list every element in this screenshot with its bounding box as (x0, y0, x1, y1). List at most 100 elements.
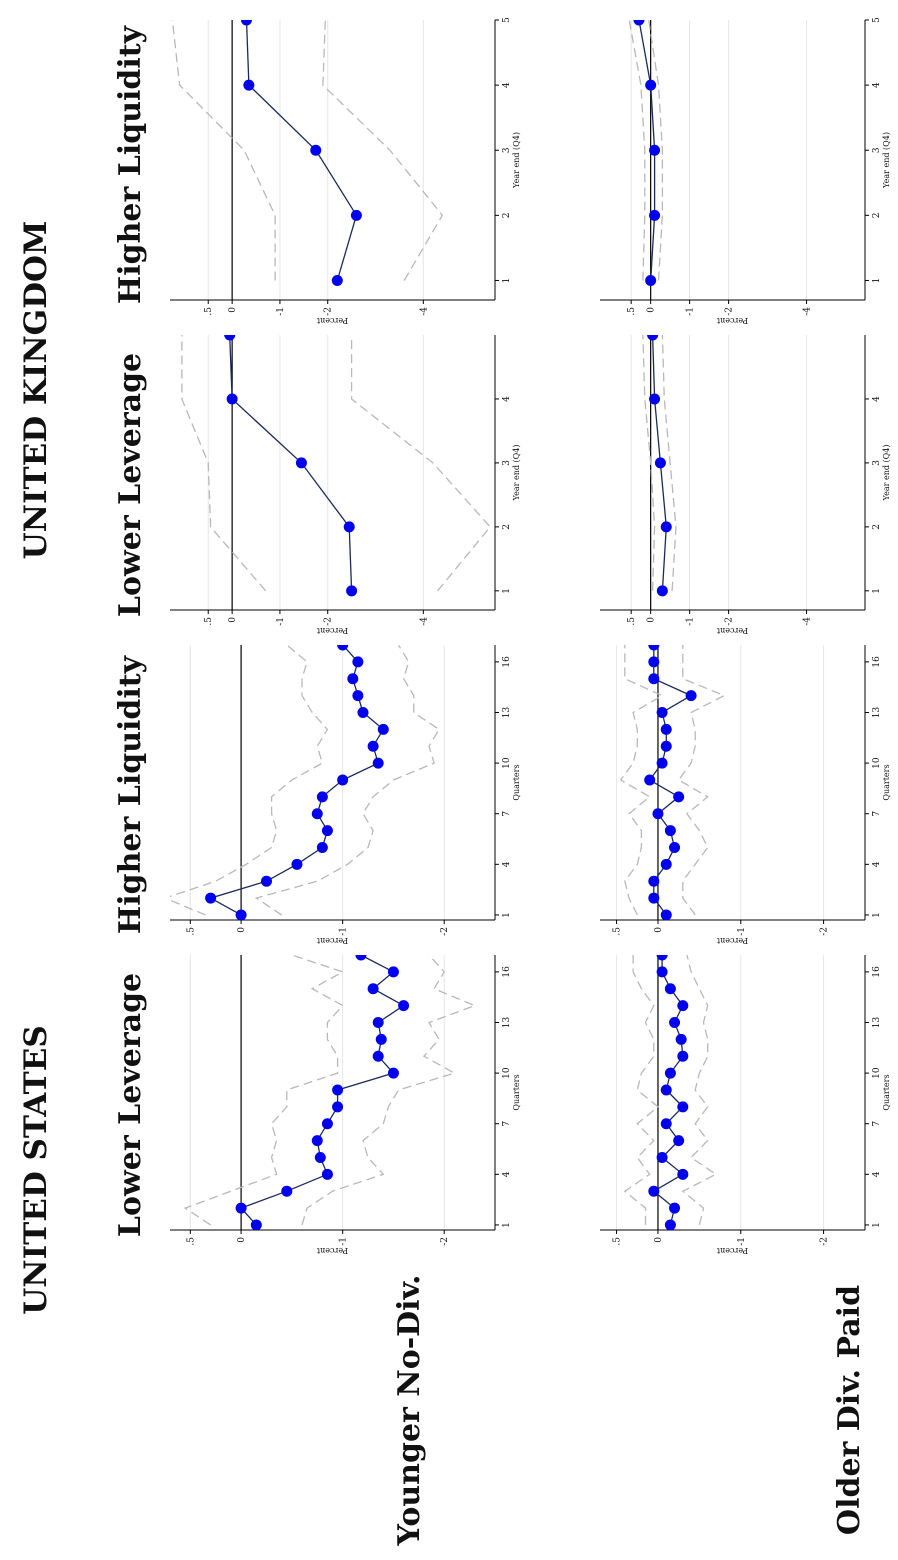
y-tick-label: .5 (613, 1237, 623, 1246)
data-point (321, 825, 333, 837)
data-point (321, 1168, 333, 1180)
data-point (240, 20, 252, 26)
y-tick-label: -1 (339, 1237, 349, 1246)
data-point (387, 966, 399, 978)
ci-upper-line (171, 20, 276, 281)
data-point (337, 645, 349, 651)
x-tick-label: 16 (872, 966, 882, 978)
data-point (314, 1151, 326, 1163)
x-tick-label: 4 (502, 1171, 512, 1177)
x-tick-label: 4 (502, 82, 512, 88)
x-axis-title: Quarters (512, 764, 521, 800)
y-tick-label: .5 (613, 927, 623, 936)
data-point (656, 585, 668, 597)
data-point (648, 656, 660, 668)
data-point (235, 1202, 247, 1214)
y-axis-title: Percent (316, 936, 348, 945)
data-point (664, 825, 676, 837)
x-tick-label: 1 (872, 278, 882, 284)
data-point (673, 791, 685, 803)
data-point (367, 983, 379, 995)
plot-area (183, 955, 477, 1230)
data-point (372, 757, 384, 769)
x-axis-title: Quarters (882, 1074, 891, 1110)
y-axis-title: Percent (716, 1246, 748, 1255)
x-tick-label: 4 (872, 396, 882, 402)
panel-7: .5 0 -1 -2 -4 1 2 3 4 Year end (Q4) Percent (600, 335, 891, 635)
panel-2: .5 0 -1 -2 1 4 7 10 13 16 Quarters Percent (170, 645, 521, 945)
y-tick-label: -2 (820, 1237, 830, 1246)
y-axis-title: Percent (316, 626, 348, 635)
data-point (660, 858, 672, 870)
ci-upper-line (623, 955, 660, 1225)
x-tick-label: 1 (872, 588, 882, 594)
y-tick-label: -1 (276, 617, 286, 626)
data-point (652, 808, 664, 820)
data-point (343, 521, 355, 533)
data-point (648, 892, 660, 904)
x-tick-label: 3 (872, 460, 882, 466)
plot-area (181, 335, 492, 597)
data-point (352, 690, 364, 702)
x-tick-label: 4 (872, 82, 882, 88)
x-axis-title: Year end (Q4) (512, 132, 521, 189)
data-point (660, 740, 672, 752)
y-tick-label: 0 (647, 617, 657, 623)
data-point (260, 875, 272, 887)
y-tick-label: 0 (228, 617, 238, 623)
x-tick-label: 13 (502, 1016, 512, 1028)
ci-upper-line (628, 20, 646, 281)
data-point (346, 585, 358, 597)
panel-6: .5 0 -1 -2 1 4 7 10 13 16 Quarters Percent (600, 645, 891, 945)
ci-lower-line (648, 20, 664, 281)
data-point (337, 774, 349, 786)
data-point (647, 335, 659, 341)
ci-upper-line (170, 645, 329, 916)
x-axis-title: Year end (Q4) (882, 132, 891, 189)
data-point (656, 955, 668, 961)
y-tick-label: -4 (419, 617, 429, 626)
x-tick-label: 1 (872, 1222, 882, 1228)
ci-lower-line (301, 955, 477, 1226)
data-point (654, 457, 666, 469)
data-point (649, 144, 661, 156)
estimate-line (229, 335, 353, 591)
y-tick-label: -4 (419, 307, 429, 316)
ci-lower-line (677, 645, 726, 916)
x-tick-label: 5 (872, 17, 882, 23)
data-point (377, 723, 389, 735)
data-point (649, 209, 661, 221)
x-tick-label: 16 (502, 966, 512, 978)
data-point (664, 1067, 676, 1079)
x-tick-label: 3 (502, 147, 512, 153)
y-tick-label: .5 (204, 617, 214, 626)
x-axis-title: Quarters (512, 1074, 521, 1110)
data-point (673, 1135, 685, 1147)
estimate-line (208, 645, 385, 916)
y-tick-label: -2 (440, 1237, 450, 1246)
x-tick-label: 10 (502, 757, 512, 769)
x-tick-label: 5 (502, 17, 512, 23)
data-point (372, 1016, 384, 1028)
y-tick-label: -2 (725, 307, 735, 316)
x-tick-label: 1 (502, 912, 512, 918)
data-point (311, 808, 323, 820)
data-point (669, 1016, 681, 1028)
x-tick-label: 1 (502, 588, 512, 594)
data-point (375, 1033, 387, 1045)
panel-1: .5 0 -1 -2 1 4 7 10 13 16 Quarters Percent (170, 955, 521, 1255)
data-point (387, 1067, 399, 1079)
data-point (332, 1101, 344, 1113)
x-tick-label: 1 (502, 278, 512, 284)
y-tick-label: -2 (820, 927, 830, 936)
data-point (656, 966, 668, 978)
data-point (226, 393, 238, 405)
x-tick-label: 1 (872, 912, 882, 918)
panel-5: .5 0 -1 -2 1 4 7 10 13 16 Quarters Percent (600, 955, 891, 1255)
y-tick-label: .5 (204, 307, 214, 316)
panel-3: .5 0 -1 -2 -4 1 2 3 4 Year end (Q4) Percent (170, 335, 521, 635)
plot-area (171, 20, 444, 286)
y-tick-label: 0 (237, 927, 247, 933)
